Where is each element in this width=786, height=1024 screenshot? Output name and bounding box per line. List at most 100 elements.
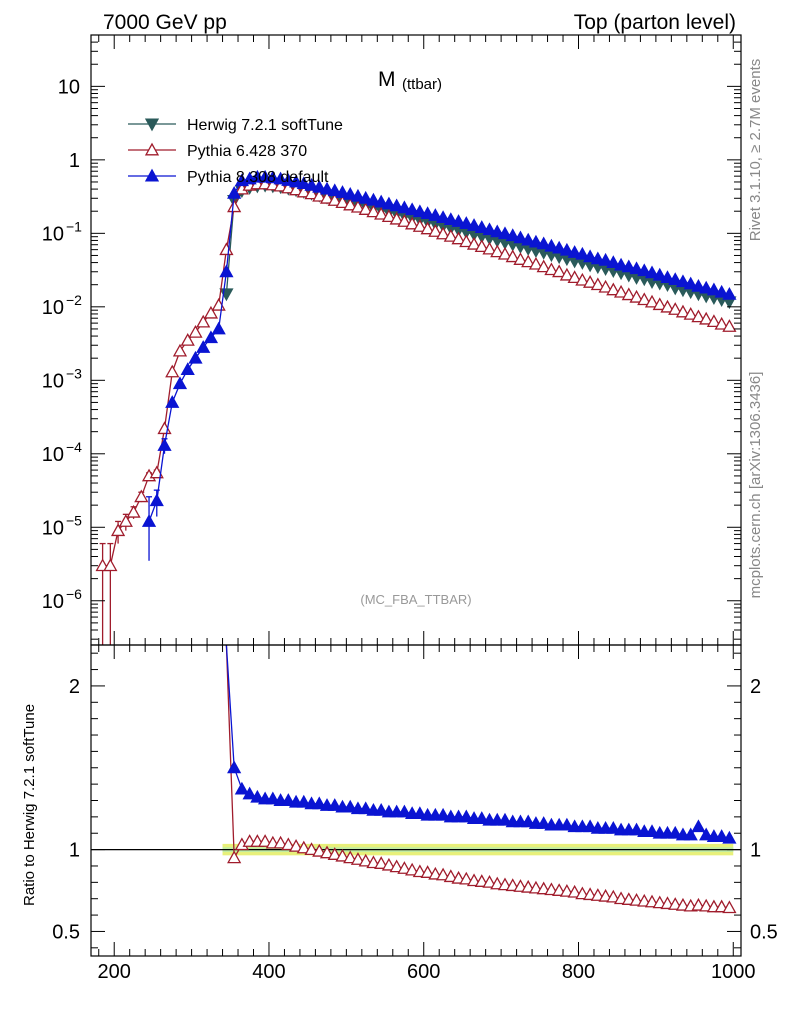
data-point <box>722 900 737 914</box>
data-point <box>629 822 644 836</box>
data-point <box>443 229 458 242</box>
data-point <box>397 861 412 874</box>
ratio-y-tick-label: 2 <box>69 676 80 698</box>
data-point <box>211 321 226 335</box>
legend-item: Herwig 7.2.1 softTune <box>128 117 343 134</box>
data-point <box>583 249 598 263</box>
data-point <box>575 272 590 286</box>
main-series-layer <box>95 169 737 645</box>
data-point <box>397 804 412 818</box>
data-point <box>343 186 358 200</box>
data-point <box>660 299 675 313</box>
data-point <box>606 255 621 269</box>
data-point <box>172 376 188 390</box>
data-point <box>405 202 420 216</box>
main-y-tick-exponent: −3 <box>66 365 82 381</box>
main-y-tick-exponent: −1 <box>66 218 82 234</box>
data-point <box>304 842 319 856</box>
data-point <box>273 171 288 185</box>
data-point <box>381 857 397 871</box>
data-point <box>482 875 497 888</box>
data-point <box>691 309 706 323</box>
x-tick-label: 200 <box>98 961 131 983</box>
data-point <box>613 284 629 298</box>
data-point <box>265 791 280 805</box>
data-point <box>637 292 652 306</box>
rivet-side-label: Rivet 3.1.10, ≥ 2.7M events <box>747 59 764 242</box>
data-point <box>343 799 358 813</box>
main-y-tick-label: 1 <box>69 150 80 172</box>
x-tick-label: 400 <box>252 961 285 983</box>
data-point <box>675 274 691 288</box>
data-point <box>505 249 520 263</box>
data-point <box>536 236 551 250</box>
data-point <box>281 793 296 806</box>
data-point <box>157 438 172 451</box>
data-point <box>490 244 505 258</box>
data-point <box>296 184 311 198</box>
data-point <box>668 272 683 286</box>
data-point <box>443 212 458 226</box>
data-point <box>459 234 474 248</box>
data-point <box>699 311 714 325</box>
legend-label: Pythia 6.428 370 <box>187 143 307 160</box>
data-point <box>451 231 466 245</box>
ratio-band-layer <box>91 843 741 856</box>
data-point <box>652 297 667 311</box>
data-point <box>374 856 389 869</box>
data-point <box>118 514 133 527</box>
data-point <box>459 809 474 823</box>
data-point <box>327 193 342 206</box>
data-point <box>536 816 551 829</box>
data-point <box>497 226 513 240</box>
data-point <box>374 206 389 220</box>
x-tick-label: 600 <box>407 961 440 983</box>
legend: Herwig 7.2.1 softTune Pythia 6.428 370 Pyt… <box>128 117 343 186</box>
data-point <box>668 302 683 315</box>
mcplots-side-label: mcplots.cern.ch [arXiv:1306.3436] <box>747 372 764 599</box>
main-y-tick-label: 10 <box>42 591 64 613</box>
main-y-tick-exponent: −5 <box>66 512 82 528</box>
data-point <box>559 817 574 831</box>
data-point <box>343 197 358 211</box>
series-pythia-6-428-370 <box>225 644 737 914</box>
x-tick-label: 800 <box>562 961 595 983</box>
data-point <box>343 850 358 864</box>
data-point <box>381 196 397 210</box>
data-point <box>706 282 722 296</box>
ratio-y-tick-label: 0.5 <box>52 921 80 943</box>
data-point <box>350 188 366 202</box>
main-y-tick-exponent: −2 <box>66 292 82 308</box>
data-point <box>319 845 335 859</box>
data-point <box>227 199 242 213</box>
data-point <box>405 216 420 230</box>
legend-marker <box>144 142 160 156</box>
main-y-tick-label: 10 <box>58 76 80 98</box>
data-point <box>691 278 706 292</box>
series-line <box>225 644 730 909</box>
data-point <box>474 239 489 253</box>
data-point <box>706 314 722 328</box>
data-point <box>126 504 141 518</box>
data-point <box>312 179 327 193</box>
data-point <box>141 514 157 527</box>
legend-marker <box>144 118 160 132</box>
data-point <box>552 240 567 254</box>
data-point <box>459 871 474 885</box>
main-y-tick-exponent: −4 <box>66 439 82 455</box>
series-pythia-8-308-default <box>225 644 737 844</box>
series-line <box>102 183 730 567</box>
data-point <box>443 869 458 883</box>
data-point <box>165 364 180 378</box>
data-point <box>412 204 427 218</box>
data-point <box>660 270 675 284</box>
data-point <box>722 319 737 332</box>
ratio-y-tick-label: 1 <box>69 840 80 862</box>
series-line <box>225 644 730 839</box>
data-point <box>265 177 280 191</box>
data-point <box>288 838 304 852</box>
data-point <box>482 241 497 255</box>
data-point <box>590 251 605 265</box>
data-point <box>683 827 698 841</box>
data-point <box>258 834 273 847</box>
